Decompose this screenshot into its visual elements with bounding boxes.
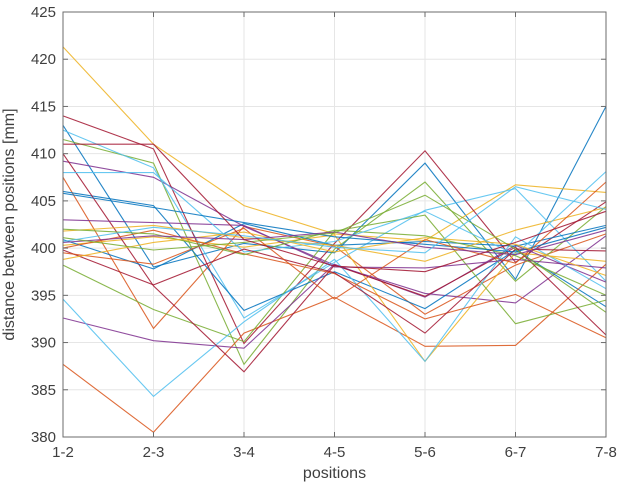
- y-tick-label: 415: [31, 98, 56, 115]
- y-axis-label: distance between positions [mm]: [1, 108, 18, 340]
- series-line: [62, 186, 607, 254]
- series-line: [62, 194, 607, 313]
- x-tick-label: 5-6: [414, 444, 436, 461]
- series-line: [63, 143, 607, 273]
- series-line: [62, 115, 607, 345]
- x-tick-label: 1-2: [52, 444, 74, 461]
- y-tick-label: 420: [31, 51, 56, 68]
- x-tick-label: 4-5: [324, 444, 346, 461]
- series-line: [62, 236, 607, 398]
- series-line: [62, 229, 607, 256]
- x-tick-label: 6-7: [505, 444, 527, 461]
- series-line: [62, 229, 607, 339]
- y-tick-label: 405: [31, 193, 56, 210]
- grid-layer: [63, 12, 606, 437]
- series-line: [62, 192, 607, 253]
- y-tick-label: 385: [31, 382, 56, 399]
- series-line: [62, 214, 607, 343]
- y-tick-label: 390: [31, 335, 56, 352]
- y-tick-label: 395: [31, 287, 56, 304]
- series-line: [62, 177, 607, 330]
- axes-layer: [62, 11, 607, 438]
- x-tick-label: 3-4: [233, 444, 255, 461]
- y-tick-label: 400: [31, 240, 56, 257]
- x-axis-label: positions: [303, 465, 366, 482]
- series-line: [62, 190, 607, 312]
- series-line: [62, 231, 607, 277]
- series-line: [62, 234, 607, 363]
- tick-labels: 380 385 390 395 400 405 410 415 420 425 1-2 2-3 3-4 4…: [31, 4, 617, 461]
- x-tick-label: 7-8: [595, 444, 617, 461]
- series-line: [62, 181, 607, 300]
- series-line: [62, 106, 607, 281]
- y-tick-label: 380: [31, 429, 56, 446]
- series-line: [62, 228, 607, 296]
- x-tick-label: 2-3: [143, 444, 165, 461]
- series-line: [62, 153, 607, 373]
- series-line: [62, 129, 607, 319]
- series-lines: [62, 46, 607, 434]
- series-line: [62, 206, 607, 262]
- series-line: [62, 219, 607, 269]
- series-line: [62, 138, 607, 366]
- y-tick-label: 425: [31, 4, 56, 21]
- series-line: [62, 244, 607, 349]
- y-tick-label: 410: [31, 146, 56, 163]
